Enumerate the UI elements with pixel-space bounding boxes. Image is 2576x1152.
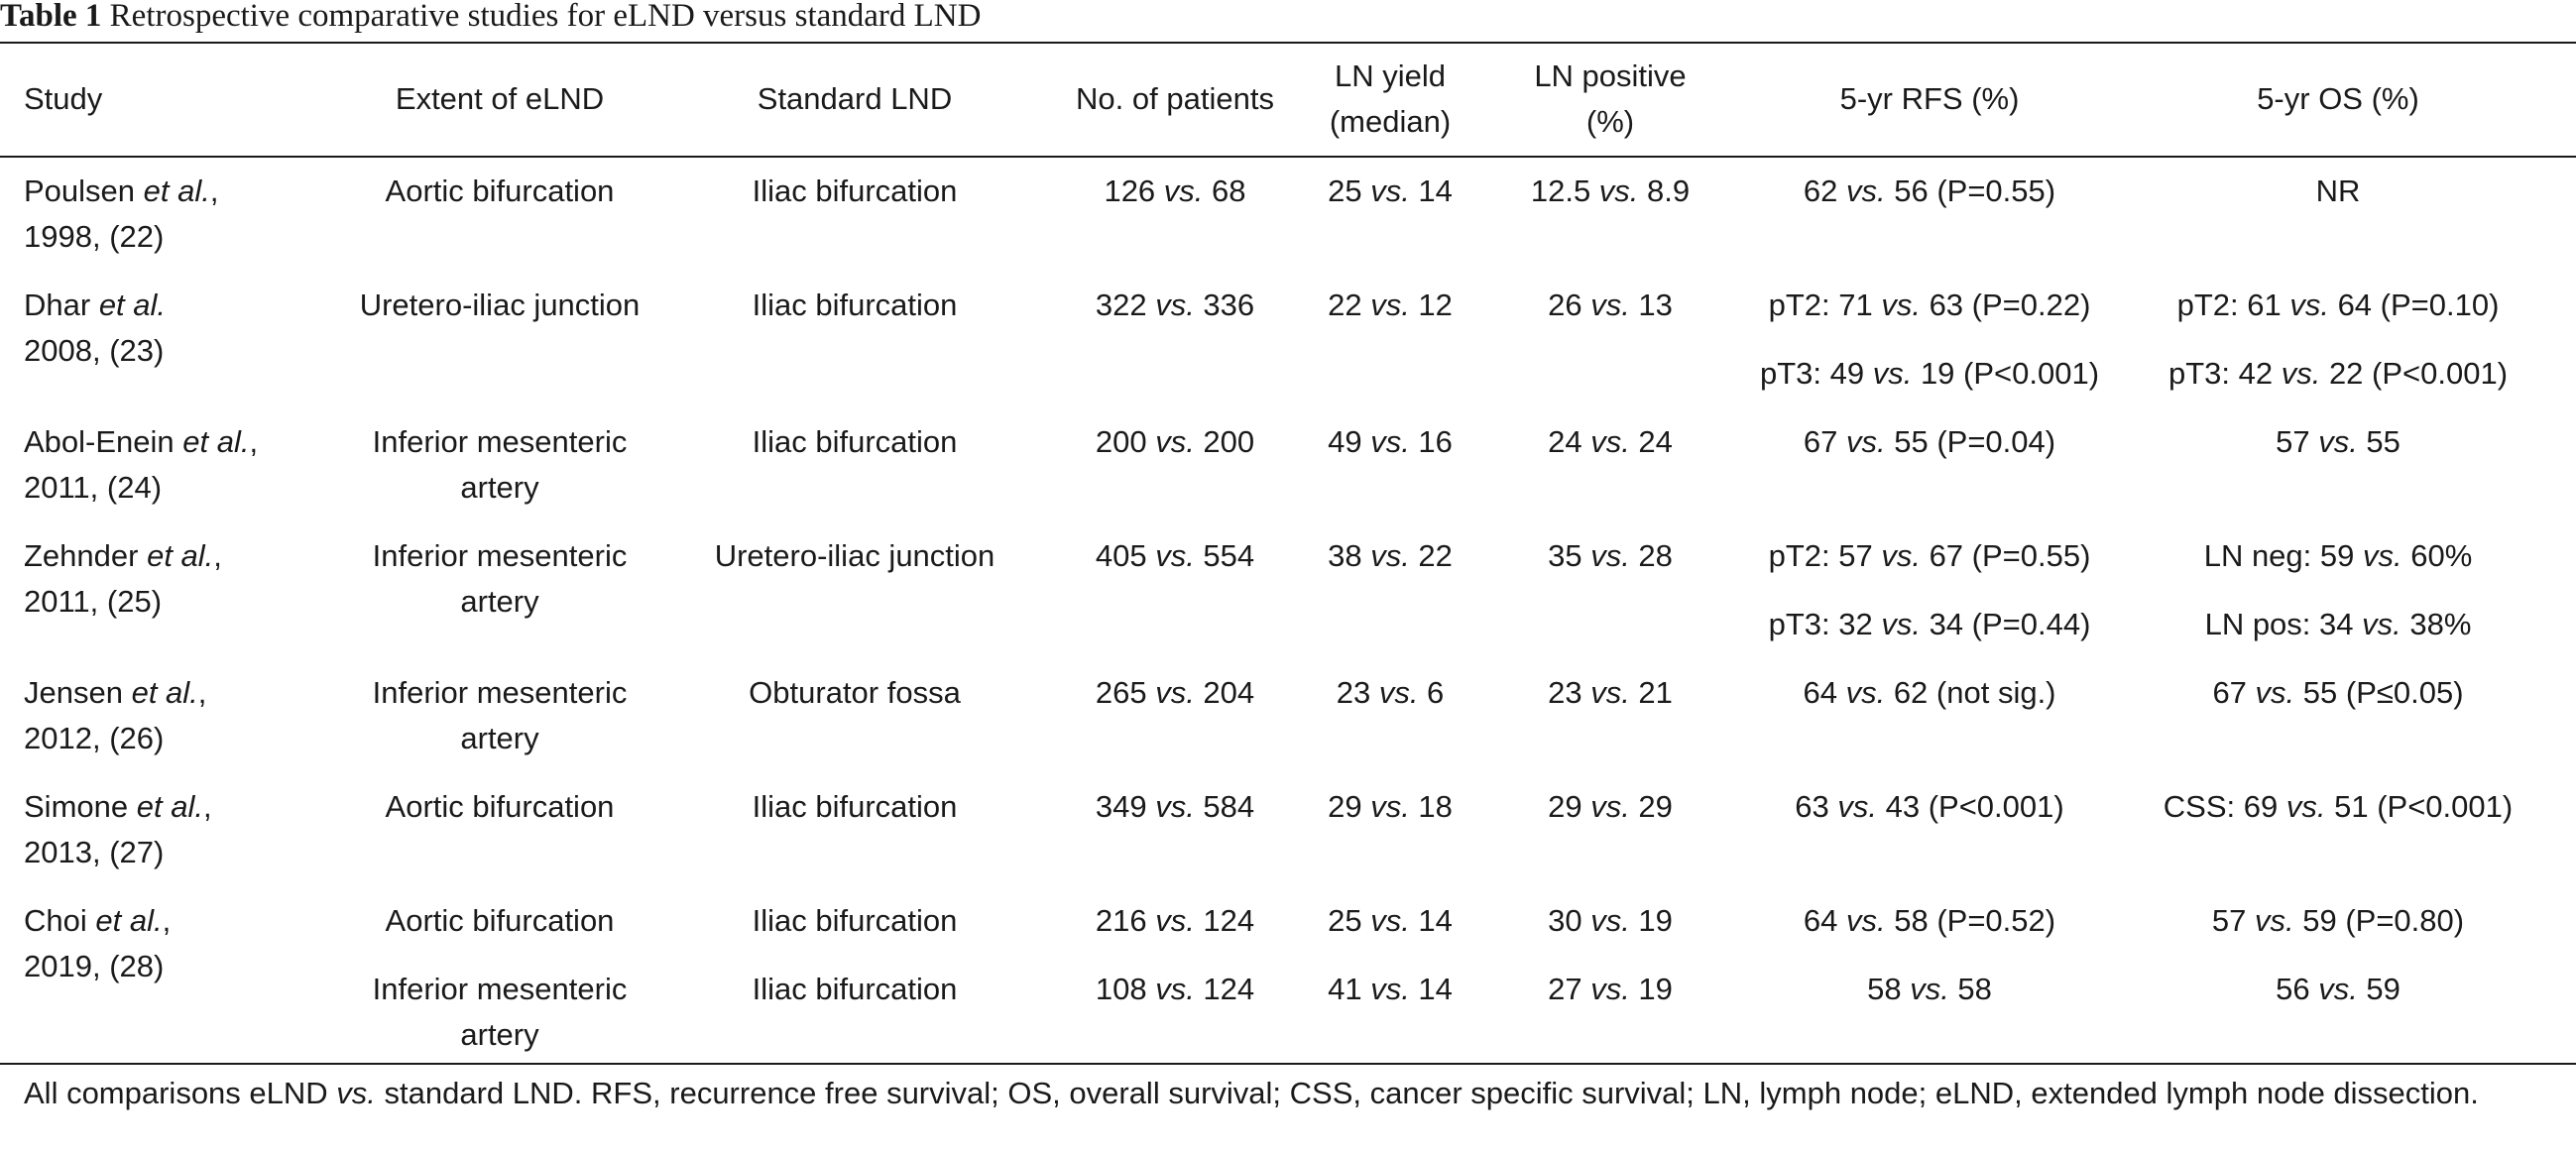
rfs-cell: 64 vs. 58 (P=0.52) <box>1803 903 2056 938</box>
ln-positive-cell: 30 vs. 19 <box>1548 903 1673 938</box>
rfs-cell: 58 vs. 58 <box>1867 972 1992 1006</box>
standard-cell: Iliac bifurcation <box>752 903 958 938</box>
os-cell: 56 vs. 59 <box>2276 972 2400 1006</box>
table-footnote: All comparisons eLND vs. standard LND. R… <box>24 1076 2479 1110</box>
header-study: Study <box>24 81 103 116</box>
rfs-cell: pT2: 71 vs. 63 (P=0.22) <box>1768 288 2091 322</box>
table-caption: Table 1 Retrospective comparative studie… <box>0 0 981 40</box>
ln-yield-cell: 38 vs. 22 <box>1328 538 1453 573</box>
patients-cell: 126 vs. 68 <box>1104 173 1246 208</box>
ln-positive-cell: 24 vs. 24 <box>1548 424 1673 459</box>
ln-yield-cell: 25 vs. 14 <box>1328 173 1453 208</box>
rfs-cell: 64 vs. 62 (not sig.) <box>1803 675 2056 710</box>
study-cell: Zehnder et al., 2011, (25) <box>24 538 222 619</box>
rfs-cell: 63 vs. 43 (P<0.001) <box>1795 789 2064 824</box>
patients-cell: 322 vs. 336 <box>1095 288 1255 322</box>
header-ln-yield: LN yield (median) <box>1329 58 1452 139</box>
standard-cell: Iliac bifurcation <box>752 972 958 1006</box>
patients-cell: 265 vs. 204 <box>1095 675 1255 710</box>
extent-cell: Aortic bifurcation <box>385 903 615 938</box>
patients-cell: 405 vs. 554 <box>1095 538 1255 573</box>
header-patients: No. of patients <box>1076 81 1274 116</box>
rfs-cell-sub: pT3: 32 vs. 34 (P=0.44) <box>1768 607 2091 641</box>
os-cell: 57 vs. 59 (P=0.80) <box>2211 903 2465 938</box>
ln-yield-cell: 29 vs. 18 <box>1328 789 1453 824</box>
patients-cell: 349 vs. 584 <box>1095 789 1255 824</box>
os-cell: NR <box>2315 173 2361 208</box>
standard-cell: Obturator fossa <box>749 675 961 710</box>
standard-cell: Iliac bifurcation <box>752 789 958 824</box>
ln-positive-cell: 23 vs. 21 <box>1548 675 1673 710</box>
header-rfs: 5-yr RFS (%) <box>1839 81 2020 116</box>
ln-positive-cell: 12.5 vs. 8.9 <box>1530 173 1691 208</box>
ln-yield-cell: 22 vs. 12 <box>1328 288 1453 322</box>
patients-cell: 200 vs. 200 <box>1095 424 1255 459</box>
patients-cell: 108 vs. 124 <box>1095 972 1255 1006</box>
rfs-cell: pT2: 57 vs. 67 (P=0.55) <box>1768 538 2091 573</box>
study-cell: Choi et al., 2019, (28) <box>24 903 172 983</box>
ln-positive-cell: 29 vs. 29 <box>1548 789 1673 824</box>
extent-cell: Inferior mesenteric artery <box>372 675 628 755</box>
bottom-rule <box>0 1063 2576 1065</box>
os-cell: pT2: 61 vs. 64 (P=0.10) <box>2176 288 2500 322</box>
extent-cell: Inferior mesenteric artery <box>372 424 628 505</box>
header-ln-positive: LN positive (%) <box>1534 58 1687 139</box>
ln-yield-cell: 41 vs. 14 <box>1328 972 1453 1006</box>
standard-cell: Uretero-iliac junction <box>714 538 995 573</box>
os-cell-sub: pT3: 42 vs. 22 (P<0.001) <box>2167 356 2509 391</box>
header-standard: Standard LND <box>757 81 953 116</box>
header-extent: Extent of eLND <box>395 81 605 116</box>
study-cell: Jensen et al., 2012, (26) <box>24 675 207 755</box>
study-cell: Abol-Enein et al., 2011, (24) <box>24 424 259 505</box>
extent-cell: Inferior mesenteric artery <box>372 972 628 1052</box>
study-cell: Dhar et al. 2008, (23) <box>24 288 167 368</box>
extent-cell: Uretero-iliac junction <box>359 288 641 322</box>
ln-positive-cell: 26 vs. 13 <box>1548 288 1673 322</box>
table-label: Table 1 <box>0 0 102 34</box>
rfs-cell: 62 vs. 56 (P=0.55) <box>1803 173 2056 208</box>
os-cell: CSS: 69 vs. 51 (P<0.001) <box>2163 789 2514 824</box>
os-cell: 67 vs. 55 (P≤0.05) <box>2212 675 2464 710</box>
table-title: Retrospective comparative studies for eL… <box>101 0 982 34</box>
top-rule <box>0 42 2576 44</box>
os-cell: LN neg: 59 vs. 60% <box>2203 538 2473 573</box>
os-cell: 57 vs. 55 <box>2276 424 2400 459</box>
extent-cell: Aortic bifurcation <box>385 789 615 824</box>
extent-cell: Inferior mesenteric artery <box>372 538 628 619</box>
ln-yield-cell: 25 vs. 14 <box>1328 903 1453 938</box>
header-rule <box>0 156 2576 158</box>
ln-positive-cell: 35 vs. 28 <box>1548 538 1673 573</box>
ln-yield-cell: 49 vs. 16 <box>1328 424 1453 459</box>
os-cell-sub: LN pos: 34 vs. 38% <box>2204 607 2472 641</box>
header-os: 5-yr OS (%) <box>2257 81 2419 116</box>
study-cell: Poulsen et al., 1998, (22) <box>24 173 219 254</box>
extent-cell: Aortic bifurcation <box>385 173 615 208</box>
rfs-cell-sub: pT3: 49 vs. 19 (P<0.001) <box>1759 356 2100 391</box>
standard-cell: Iliac bifurcation <box>752 173 958 208</box>
rfs-cell: 67 vs. 55 (P=0.04) <box>1803 424 2056 459</box>
ln-positive-cell: 27 vs. 19 <box>1548 972 1673 1006</box>
standard-cell: Iliac bifurcation <box>752 424 958 459</box>
ln-yield-cell: 23 vs. 6 <box>1336 675 1445 710</box>
patients-cell: 216 vs. 124 <box>1095 903 1255 938</box>
study-cell: Simone et al., 2013, (27) <box>24 789 212 869</box>
standard-cell: Iliac bifurcation <box>752 288 958 322</box>
